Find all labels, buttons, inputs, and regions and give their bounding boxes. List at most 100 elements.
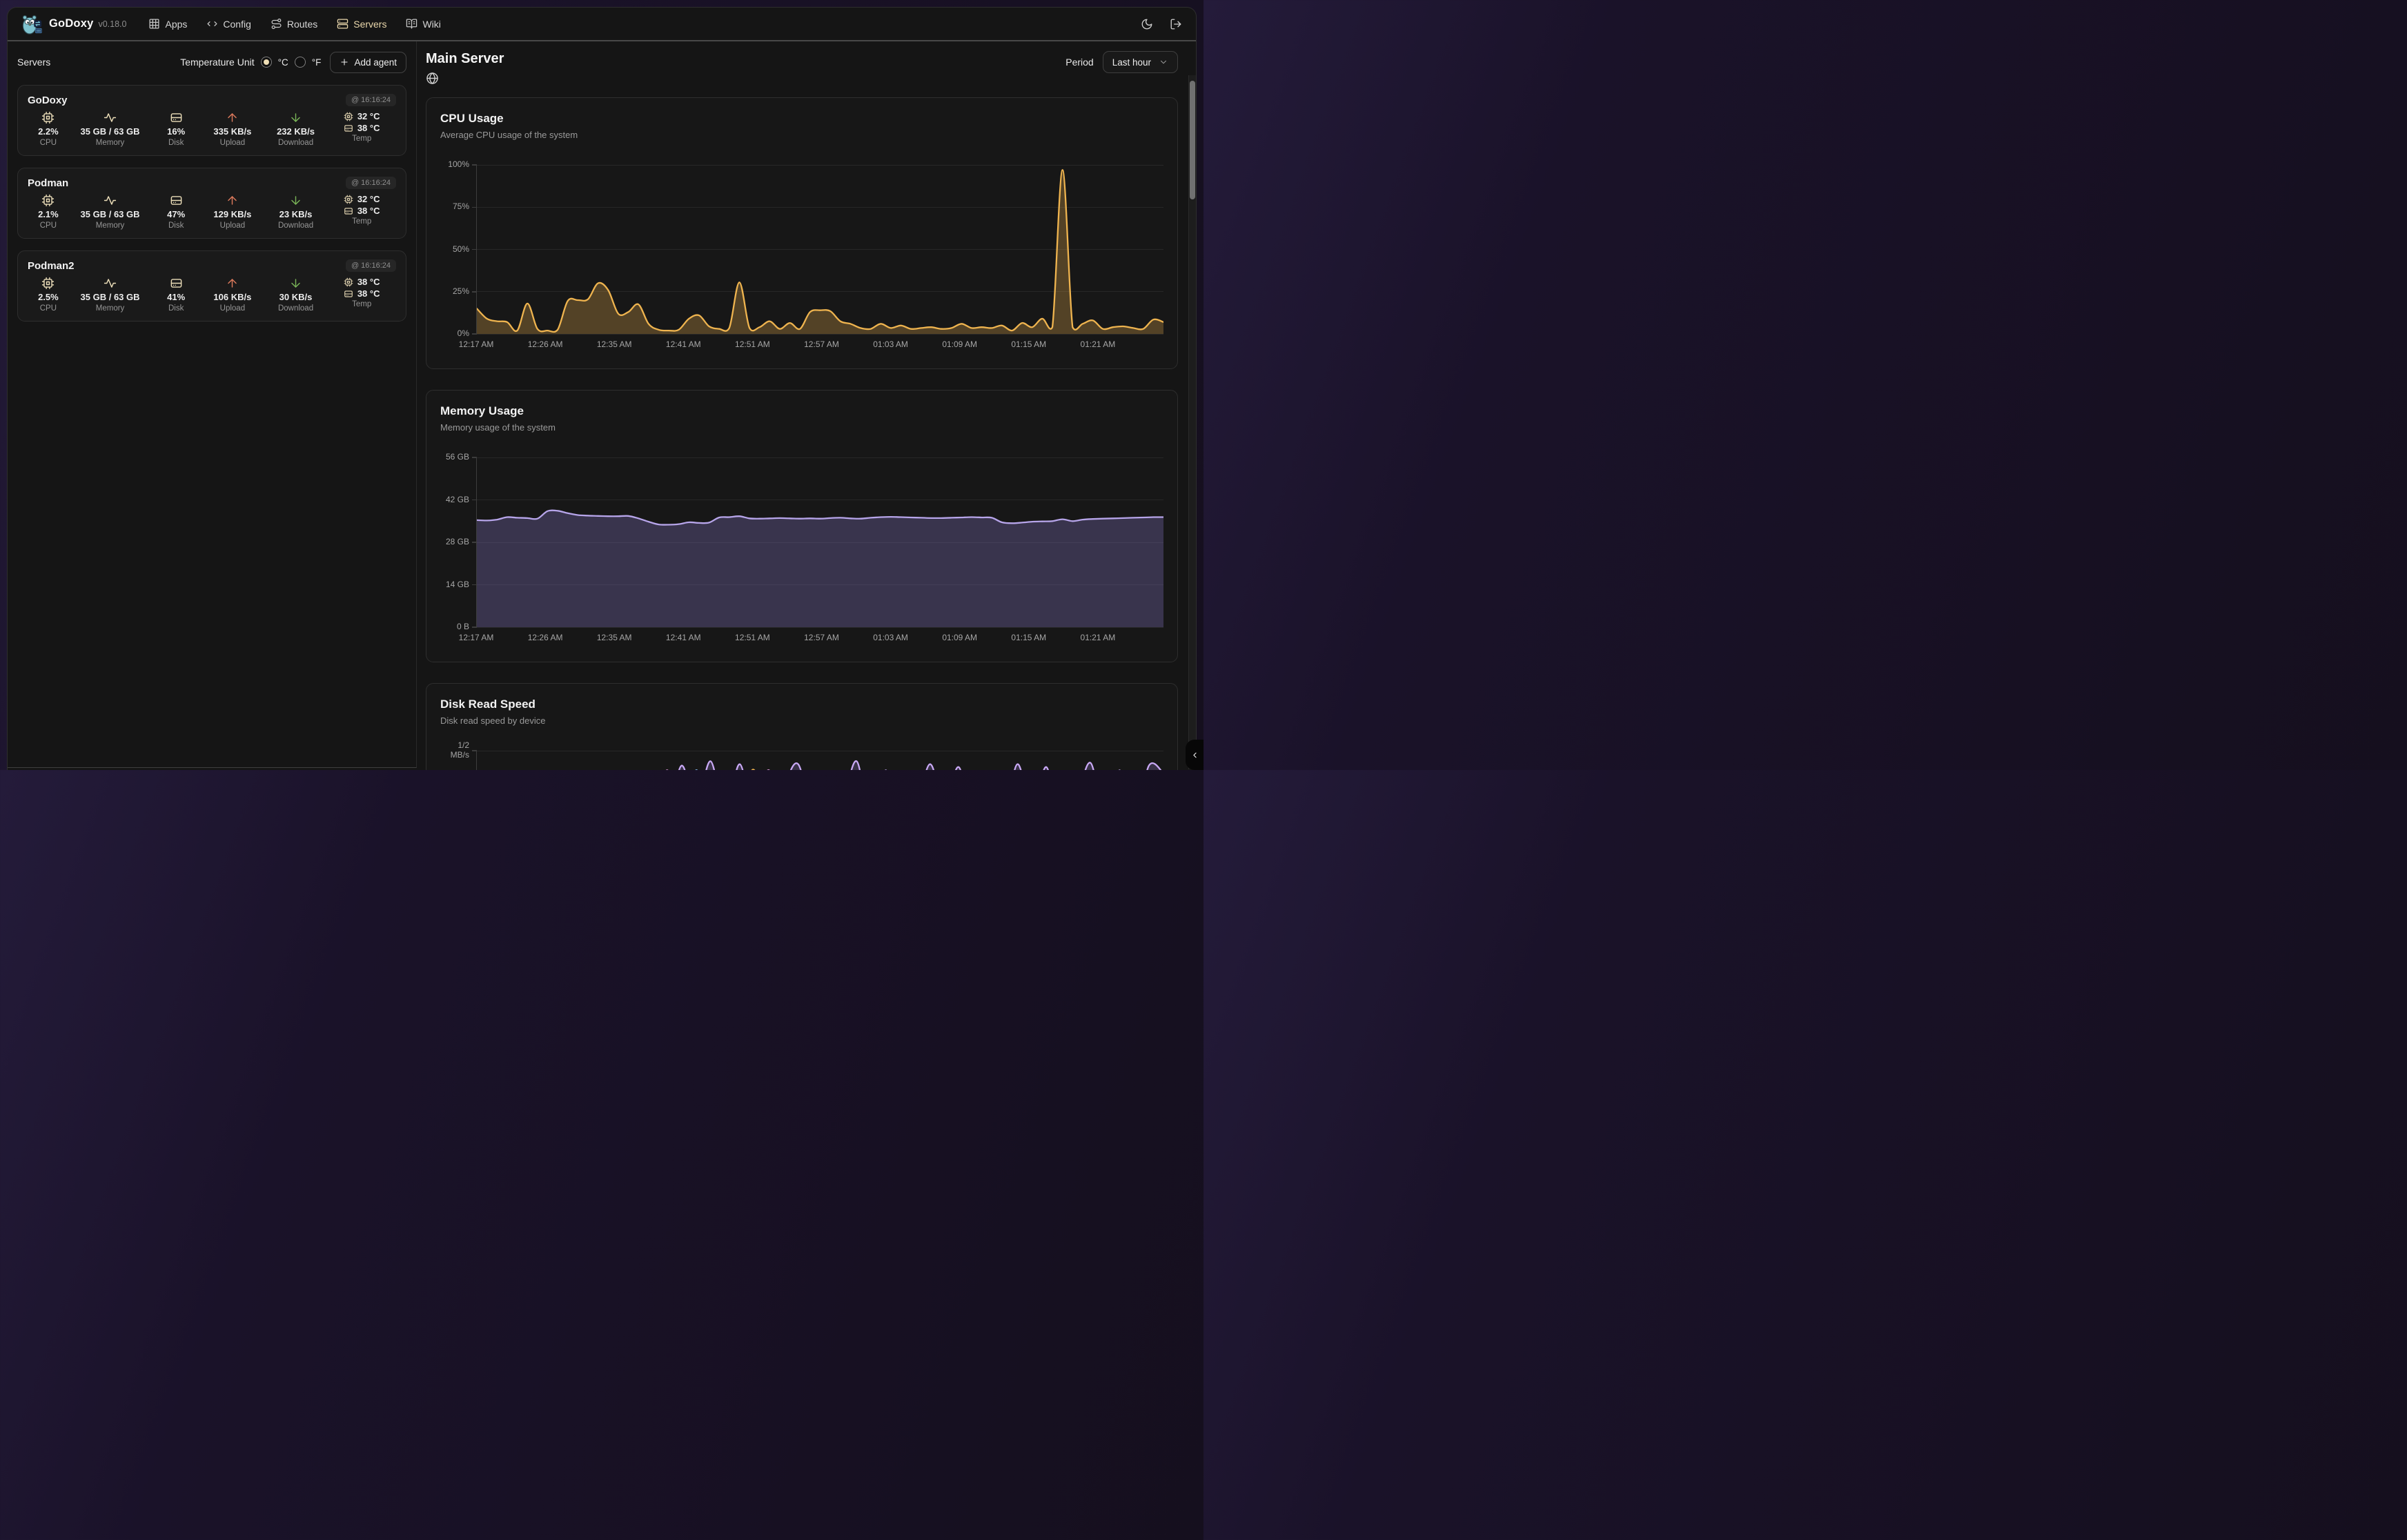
chart-subtitle: Average CPU usage of the system	[440, 130, 578, 140]
app-window: GoDoxy v0.18.0 Apps Config Routes Server…	[7, 7, 1197, 770]
server-card-godoxy[interactable]: GoDoxy @ 16:16:24 2.2% CPU 35 GB / 63 GB	[17, 85, 406, 156]
hard-drive-icon	[344, 289, 353, 299]
stat-value: 35 GB / 63 GB	[80, 126, 140, 137]
cpu-icon	[41, 277, 55, 290]
godoxy-logo-icon	[22, 15, 42, 34]
brand-name: GoDoxy	[49, 17, 94, 30]
hard-drive-icon	[170, 111, 183, 124]
gridline	[477, 249, 1163, 250]
stat-label: CPU	[39, 221, 57, 230]
celsius-radio[interactable]	[260, 57, 272, 68]
hard-drive-icon	[344, 206, 353, 216]
app-version: v0.18.0	[98, 19, 127, 29]
gridline	[477, 333, 1163, 335]
x-axis-label: 01:15 AM	[1011, 633, 1047, 642]
stat-value: 47%	[167, 209, 186, 219]
disk-temp-value: 38 °C	[357, 123, 380, 133]
fahrenheit-radio[interactable]	[294, 57, 306, 68]
nav-item-wiki[interactable]: Wiki	[406, 18, 441, 30]
servers-panel: Servers Temperature Unit °C °F Add agent	[8, 41, 417, 768]
stat-label: Download	[277, 304, 314, 313]
cpu-icon	[344, 195, 353, 204]
vertical-scrollbar	[1188, 75, 1196, 769]
cpu-icon	[344, 112, 353, 121]
stat-label: Download	[277, 139, 314, 147]
hard-drive-icon	[170, 277, 183, 290]
stat-label: Disk	[168, 139, 184, 147]
y-axis-label: 0 B	[456, 622, 469, 632]
code-icon	[206, 18, 218, 30]
stat-label: Temp	[352, 135, 372, 143]
stat-label: CPU	[39, 139, 57, 147]
arrow-down-icon	[289, 277, 302, 290]
stat-memory: 35 GB / 63 GB Memory	[69, 111, 152, 147]
y-axis-label: 28 GB	[445, 537, 469, 547]
chart-title: CPU Usage	[440, 112, 504, 125]
x-axis-label: 12:51 AM	[735, 633, 770, 642]
gridline	[477, 542, 1163, 543]
server-card-podman2[interactable]: Podman2 @ 16:16:24 2.5% CPU 35 GB / 63 G…	[17, 250, 406, 322]
gridline	[477, 457, 1163, 458]
y-axis-label: 25%	[452, 286, 469, 296]
memory-usage-chart-card: Memory Usage Memory usage of the system …	[426, 390, 1178, 662]
nav-item-apps[interactable]: Apps	[148, 18, 187, 30]
stat-memory: 35 GB / 63 GB Memory	[69, 194, 152, 230]
book-icon	[406, 18, 417, 30]
server-card-list: GoDoxy @ 16:16:24 2.2% CPU 35 GB / 63 GB	[17, 85, 406, 322]
nav-item-label: Servers	[353, 18, 387, 30]
x-axis-label: 01:15 AM	[1011, 339, 1047, 349]
server-name: Podman	[28, 177, 69, 189]
server-card-podman[interactable]: Podman @ 16:16:24 2.1% CPU 35 GB / 63 GB	[17, 168, 406, 239]
y-axis-label: 1/2 MB/s	[450, 740, 469, 760]
logout-icon[interactable]	[1170, 18, 1182, 30]
stat-label: Memory	[95, 221, 125, 230]
fahrenheit-label: °F	[311, 57, 322, 68]
x-axis-label: 12:41 AM	[665, 339, 701, 349]
server-detail-panel: Main Server Period Last hour CPU Usage A…	[417, 41, 1196, 770]
x-axis: 12:17 AM 12:26 AM 12:35 AM 12:41 AM 12:51 AM…	[459, 334, 1163, 355]
chevron-down-icon	[1159, 57, 1168, 67]
scrollbar-thumb[interactable]	[1190, 81, 1195, 199]
stat-label: CPU	[39, 304, 57, 313]
moon-icon[interactable]	[1141, 18, 1153, 30]
nav-item-servers[interactable]: Servers	[337, 18, 386, 30]
x-axis-label: 12:41 AM	[665, 633, 701, 642]
nav-item-routes[interactable]: Routes	[271, 18, 317, 30]
axis-tick	[472, 206, 477, 208]
celsius-label: °C	[277, 57, 288, 68]
globe-icon[interactable]	[426, 72, 439, 85]
axis-tick	[472, 626, 477, 628]
nav-item-config[interactable]: Config	[206, 18, 251, 30]
hard-drive-icon	[344, 124, 353, 133]
x-axis-label: 01:03 AM	[873, 339, 908, 349]
servers-panel-header: Servers Temperature Unit °C °F Add agent	[17, 50, 406, 74]
x-axis-label: 01:21 AM	[1080, 633, 1116, 642]
cpu-temp-value: 38 °C	[357, 277, 380, 287]
stat-label: Disk	[168, 221, 184, 230]
add-agent-label: Add agent	[354, 57, 397, 68]
stat-label: Download	[277, 221, 314, 230]
x-axis-label: 12:57 AM	[804, 633, 839, 642]
disk-temp-value: 38 °C	[357, 288, 380, 299]
memory-chart-plot[interactable]	[472, 457, 1163, 628]
stat-value: 35 GB / 63 GB	[80, 209, 140, 219]
panel-title: Servers	[17, 57, 51, 68]
timestamp-badge: @ 16:16:24	[345, 259, 396, 272]
navbar-actions	[1141, 18, 1182, 30]
x-axis-label: 12:17 AM	[458, 339, 494, 349]
disk-chart-plot[interactable]	[472, 750, 1163, 770]
timestamp-badge: @ 16:16:24	[345, 177, 396, 189]
gridline	[477, 206, 1163, 208]
cpu-chart-plot[interactable]	[472, 164, 1163, 335]
stat-cpu: 2.5% CPU	[28, 277, 69, 313]
stat-value: 129 KB/s	[213, 209, 252, 219]
disk-read-speed-chart-card: Disk Read Speed Disk read speed by devic…	[426, 683, 1178, 770]
period-select[interactable]: Last hour	[1102, 51, 1178, 73]
chart-subtitle: Memory usage of the system	[440, 422, 556, 433]
stat-value: 232 KB/s	[277, 126, 315, 137]
axis-tick	[472, 542, 477, 543]
stat-download: 30 KB/s Download	[264, 277, 328, 313]
panel-collapse-tab[interactable]	[1186, 740, 1204, 770]
add-agent-button[interactable]: Add agent	[330, 51, 406, 73]
stat-temp: 32 °C 38 °C Temp	[327, 111, 396, 147]
